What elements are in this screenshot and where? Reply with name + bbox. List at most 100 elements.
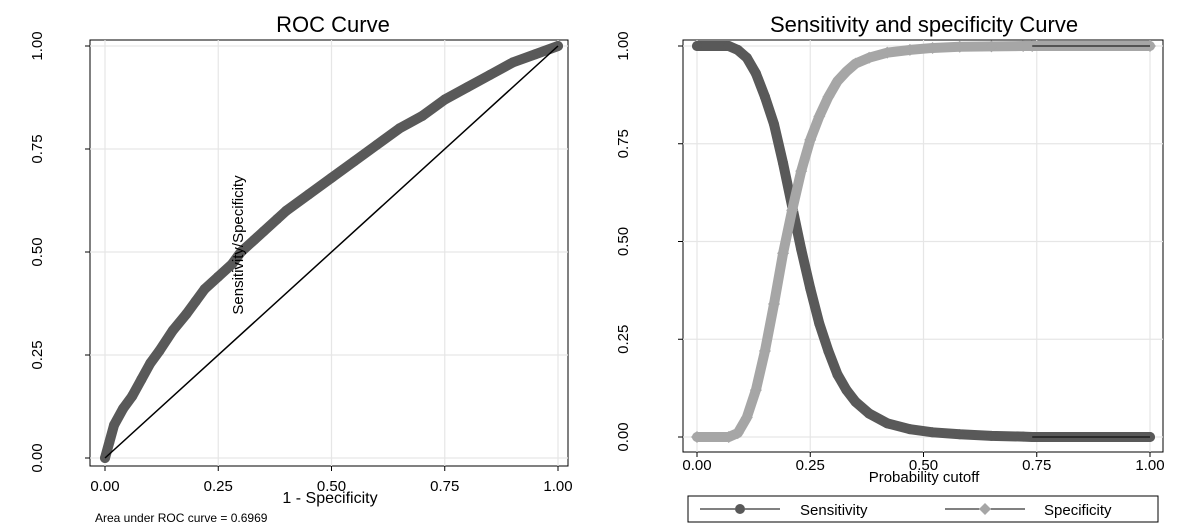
sens-spec-series-specificity-point (786, 204, 799, 217)
sens-spec-series-sensitivity-point (778, 158, 789, 169)
roc-series-0-point (272, 214, 283, 225)
legend-specificity-label: Specificity (1044, 502, 1112, 519)
roc-series-0-point (507, 57, 518, 68)
roc-y-tick-label: 1.00 (29, 31, 46, 60)
roc-x-axis-label: 1 - Specificity (282, 490, 377, 507)
sens-spec-x-axis-label: Probability cutoff (869, 469, 980, 486)
sens-spec-series-specificity-point (903, 43, 916, 56)
sens-spec-series-sensitivity-point (954, 429, 965, 440)
sens-spec-y-ticks: 0.00 0.25 0.50 0.75 1.00 (615, 31, 632, 451)
sens-spec-x-tick-label: 0.25 (796, 457, 825, 474)
sens-spec-series-sensitivity-point (723, 41, 734, 51)
sens-spec-series-sensitivity-point (904, 424, 915, 435)
sens-spec-series-sensitivity-point (927, 427, 938, 438)
sens-spec-series-specificity-point (1017, 40, 1030, 52)
sens-spec-series-sensitivity-point (805, 283, 816, 294)
roc-series-0-point (213, 271, 224, 282)
sens-spec-series-specificity-point (758, 344, 771, 357)
sens-spec-series-specificity-point (822, 90, 835, 103)
sens-spec-series-sensitivity-point (750, 68, 761, 79)
roc-y-tick-label: 0.25 (29, 340, 46, 369)
legend-sensitivity-marker (735, 504, 745, 514)
roc-series-0-point (118, 403, 129, 414)
sens-spec-chart: Sensitivity and specificity Curve 0.00 0.… (615, 12, 1165, 523)
roc-series-0-point (371, 139, 382, 150)
roc-x-tick-label: 0.75 (430, 478, 459, 495)
roc-chart: ROC Curve 0.000.250.500.751.00 0.00 0.25 0… (29, 12, 573, 525)
sens-spec-series-sensitivity-point (1018, 431, 1029, 442)
roc-series-0-point (281, 205, 292, 216)
sens-spec-series-specificity-point (926, 41, 939, 54)
roc-series-0-point (190, 296, 201, 307)
roc-series-0-point (485, 69, 496, 80)
roc-series-0-point (349, 156, 360, 167)
sens-spec-x-tick-label: 1.00 (1135, 457, 1164, 474)
roc-y-tick-label: 0.00 (29, 443, 46, 472)
sens-spec-series-specificity-point (863, 51, 876, 64)
roc-plot-frame (89, 39, 569, 467)
sens-spec-series-sensitivity-point (796, 244, 807, 255)
roc-series-0-point (154, 345, 165, 356)
sens-spec-series-specificity-point (849, 57, 862, 70)
roc-series-0-point (109, 420, 120, 431)
roc-series-0-point (181, 308, 192, 319)
roc-chart-title: ROC Curve (276, 12, 390, 37)
sens-spec-series-sensitivity-point (882, 418, 893, 429)
sens-spec-series-sensitivity-point (814, 318, 825, 329)
sens-spec-series-sensitivity-point (986, 430, 997, 441)
roc-y-ticks: 0.00 0.25 0.50 0.75 1.00 (29, 31, 46, 472)
roc-series-0-point (199, 284, 210, 295)
roc-series-0-point (326, 172, 337, 183)
roc-series-0-point (235, 247, 246, 257)
sens-spec-series-specificity-point (740, 411, 753, 424)
roc-series-0-point (439, 94, 450, 105)
roc-series-0-point (258, 226, 269, 237)
roc-area-annotation: Area under ROC curve = 0.6969 (95, 511, 268, 525)
roc-series-0-point (167, 325, 178, 336)
roc-series-0-point (145, 358, 156, 369)
roc-x-tick-label: 0.00 (90, 478, 119, 495)
sens-spec-y-tick-label: 0.50 (615, 227, 632, 256)
roc-annotation-sensitivity-specificity: Sensitivity/Specificity (230, 175, 247, 315)
sens-spec-grid (678, 39, 1164, 457)
sens-spec-series-specificity-point (795, 165, 808, 178)
roc-series-0-point (104, 436, 115, 447)
roc-x-tick-label: 1.00 (543, 478, 572, 495)
sens-spec-series-specificity-point (722, 431, 735, 443)
sens-spec-series-sensitivity-point (841, 385, 852, 396)
legend-specificity-marker (979, 503, 991, 515)
sens-spec-series-sensitivity-point (741, 52, 752, 63)
sens-spec-x-tick-label: 0.75 (1022, 457, 1051, 474)
sens-spec-series-sensitivity-point (850, 396, 861, 407)
roc-grid (85, 39, 569, 471)
roc-series-0-point (462, 82, 473, 93)
sens-spec-y-tick-label: 0.25 (615, 325, 632, 354)
roc-x-ticks: 0.00 0.25 0.50 0.75 1.00 (90, 478, 572, 495)
sens-spec-series-sensitivity-point (823, 345, 834, 356)
roc-reference-line (104, 45, 559, 459)
sens-spec-series-specificity-point (749, 384, 762, 397)
sens-spec-series-sensitivity-point (832, 369, 843, 380)
roc-series-0-point (226, 259, 237, 270)
sens-spec-y-tick-label: 0.75 (615, 129, 632, 158)
sens-spec-series-specificity-point (804, 133, 817, 146)
roc-series-0-point (303, 189, 314, 200)
sens-spec-series-sensitivity-point (864, 408, 875, 419)
sens-spec-x-tick-label: 0.00 (682, 457, 711, 474)
sens-spec-series-specificity-point (881, 46, 894, 59)
sens-spec-chart-title: Sensitivity and specificity Curve (770, 12, 1078, 37)
sens-spec-series (691, 40, 1156, 443)
roc-series-0-point (249, 234, 260, 245)
roc-series-0-point (417, 111, 428, 122)
sens-spec-series-specificity-point (691, 431, 703, 443)
sens-spec-series-sensitivity-point (759, 91, 770, 102)
roc-series-0-point (394, 123, 405, 134)
sens-spec-series-specificity-point (777, 247, 790, 260)
sens-spec-series-specificity-point (985, 40, 998, 53)
sens-spec-series-specificity-point (768, 298, 781, 311)
sens-spec-series-sensitivity-point (692, 41, 702, 51)
sens-spec-series-specificity-point (953, 40, 966, 53)
sens-spec-y-tick-label: 0.00 (615, 422, 632, 451)
legend-sensitivity-label: Sensitivity (800, 502, 868, 519)
